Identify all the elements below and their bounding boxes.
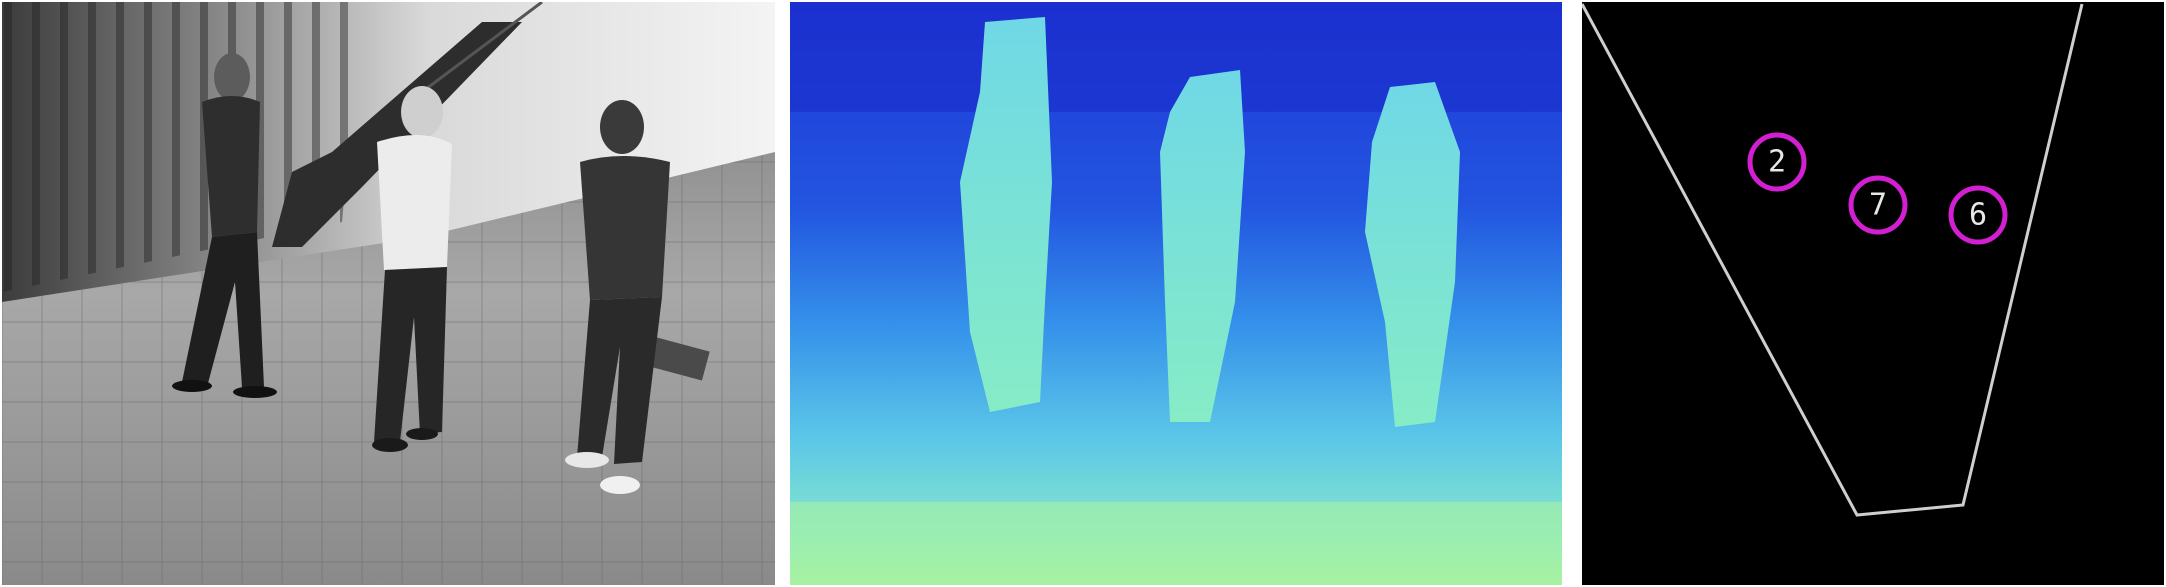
track-marker: 6 <box>1948 185 2008 245</box>
depth-map-view <box>790 2 1562 585</box>
wall-stains <box>2 2 362 292</box>
track-markers: 2 7 6 <box>1747 132 2008 245</box>
depth-person-left <box>960 17 1052 412</box>
depth-far-region <box>790 2 1562 112</box>
grayscale-scene <box>2 2 775 585</box>
depth-person-middle <box>1160 70 1245 422</box>
person-middle <box>372 86 452 452</box>
grayscale-camera-view <box>2 2 775 585</box>
stair-rail <box>421 2 543 94</box>
track-ring <box>1948 185 2008 245</box>
track-ring <box>1848 175 1908 235</box>
top-view-tracking: 2 7 6 <box>1582 2 2164 585</box>
top-view-background <box>1582 2 2164 585</box>
depth-floor-near <box>790 502 1562 585</box>
top-view-canvas: 2 7 6 <box>1582 2 2164 585</box>
depth-person-right <box>1365 82 1460 427</box>
person-right <box>565 100 670 494</box>
staircase <box>272 22 522 247</box>
track-marker: 7 <box>1848 175 1908 235</box>
depth-map <box>790 2 1562 585</box>
track-ring <box>1747 132 1807 192</box>
track-marker: 2 <box>1747 132 1807 192</box>
track-id-label: 2 <box>1768 145 1786 180</box>
field-of-view-outline <box>1582 3 2084 517</box>
track-id-label: 7 <box>1869 188 1887 223</box>
track-id-label: 6 <box>1969 198 1987 233</box>
person-left <box>172 53 277 398</box>
